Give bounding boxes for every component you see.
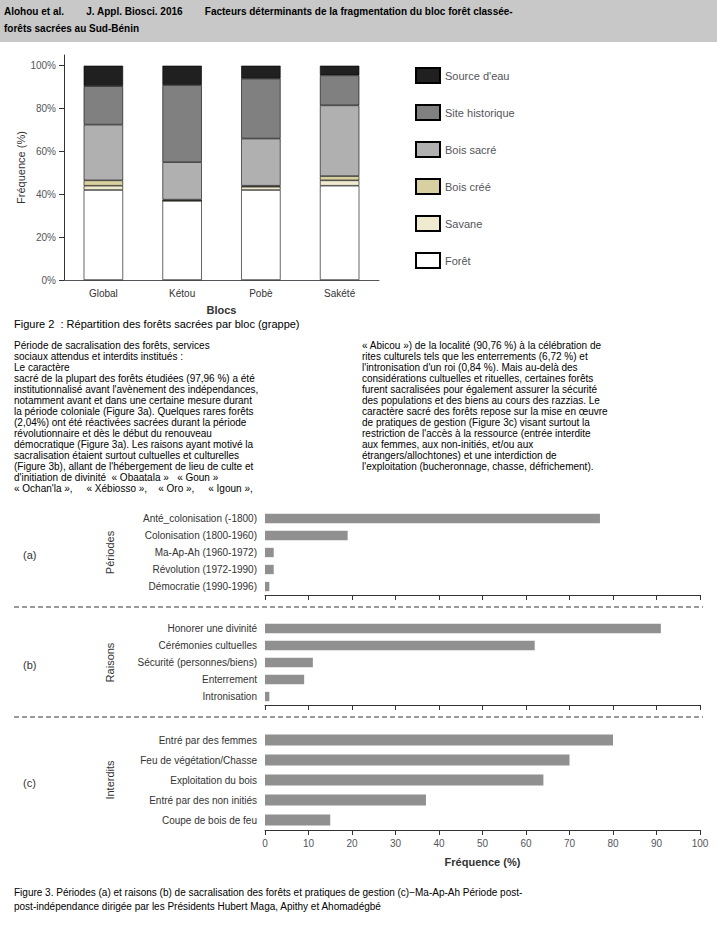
svg-text:forêts sacrées au Sud-Bénin: forêts sacrées au Sud-Bénin — [4, 23, 139, 34]
svg-text:Cérémonies cultuelles: Cérémonies cultuelles — [159, 640, 257, 651]
svg-text:100%: 100% — [30, 60, 56, 71]
svg-text:Période de sacralisation des f: Période de sacralisation des forêts, ser… — [14, 340, 210, 351]
svg-text:20%: 20% — [36, 232, 56, 243]
svg-text:caractère sacré des forêts rep: caractère sacré des forêts repose sur la… — [362, 406, 608, 417]
svg-text:de pratiques de gestion (Figur: de pratiques de gestion (Figure 3c) visa… — [362, 417, 590, 428]
svg-text:0: 0 — [262, 838, 268, 849]
svg-text:Pobè: Pobè — [249, 288, 273, 299]
svg-text:restriction de l'accès à la re: restriction de l'accès à la ressource (e… — [362, 428, 591, 439]
svg-text:furent sacralisées pour égalem: furent sacralisées pour également assure… — [362, 384, 598, 395]
svg-text:la période coloniale (Figure 3: la période coloniale (Figure 3a). Quelqu… — [14, 406, 254, 417]
svg-text:80: 80 — [607, 838, 619, 849]
svg-text:Figure 3. Périodes (a) et rais: Figure 3. Périodes (a) et raisons (b) de… — [14, 887, 522, 898]
svg-text:20: 20 — [346, 838, 358, 849]
svg-text:Entré par des femmes: Entré par des femmes — [159, 735, 257, 746]
svg-text:sacré de la plupart des forêts: sacré de la plupart des forêts étudiées … — [14, 373, 255, 384]
svg-text:Source d'eau: Source d'eau — [445, 70, 509, 82]
svg-text:80%: 80% — [36, 103, 56, 114]
svg-text:(a): (a) — [23, 549, 36, 561]
svg-text:Alohou et al. J. Appl.: Alohou et al. J. Appl. Biosci. 2016 Fact… — [4, 6, 513, 17]
svg-text:50: 50 — [477, 838, 489, 849]
svg-text:Périodes: Périodes — [104, 530, 116, 574]
svg-text:étrangers/allochtones) et une: étrangers/allochtones) et une interdicti… — [362, 450, 557, 461]
svg-text:post-indépendance dirigée par: post-indépendance dirigée par les Présid… — [14, 901, 381, 912]
svg-text:Fréquence (%): Fréquence (%) — [15, 131, 27, 204]
svg-text:Colonisation (1800-1960): Colonisation (1800-1960) — [145, 530, 257, 541]
svg-text:60%: 60% — [36, 146, 56, 157]
svg-text:Ma-Ap-Ah (1960-1972): Ma-Ap-Ah (1960-1972) — [155, 547, 257, 558]
svg-text:Le caractère: Le caractère — [14, 362, 70, 373]
svg-text:d'initiation de divinité « Ob: d'initiation de divinité « Obaatala » « … — [14, 472, 219, 483]
svg-text:Intronisation: Intronisation — [203, 691, 257, 702]
svg-text:Interdits: Interdits — [104, 760, 116, 800]
svg-text:sacralisation étaient surtout: sacralisation étaient surtout cultuelles… — [14, 450, 239, 461]
svg-text:Exploitation du bois: Exploitation du bois — [170, 775, 257, 786]
svg-text:Fréquence (%): Fréquence (%) — [445, 856, 521, 868]
svg-text:30: 30 — [390, 838, 402, 849]
svg-text:Sécurité (personnes/biens): Sécurité (personnes/biens) — [137, 657, 257, 668]
svg-text:(Figure 3b), allant de l'héber: (Figure 3b), allant de l'hébergement de … — [14, 461, 253, 472]
svg-text:90: 90 — [651, 838, 663, 849]
svg-text:Bois créé: Bois créé — [445, 181, 491, 193]
svg-text:Savane: Savane — [445, 218, 482, 230]
svg-text:(b): (b) — [23, 659, 36, 671]
svg-text:Anté_colonisation (-1800): Anté_colonisation (-1800) — [143, 513, 257, 524]
svg-text:40%: 40% — [36, 189, 56, 200]
svg-text:Blocs: Blocs — [207, 304, 237, 316]
svg-text:70: 70 — [564, 838, 576, 849]
svg-text:notamment avant et dans une ce: notamment avant et dans une certaine mes… — [14, 395, 252, 406]
svg-text:60: 60 — [520, 838, 532, 849]
svg-text:Global: Global — [89, 288, 118, 299]
svg-text:Révolution (1972-1990): Révolution (1972-1990) — [152, 564, 257, 575]
svg-text:révolutionnaire et dès le débu: révolutionnaire et dès le début du renou… — [14, 428, 212, 439]
svg-text:Kétou: Kétou — [169, 288, 195, 299]
svg-text:des populations et des biens a: des populations et des biens au cours de… — [362, 395, 600, 406]
svg-text:Sakété: Sakété — [324, 288, 356, 299]
svg-text:aux femmes, aux non-initiés, e: aux femmes, aux non-initiés, et/ou aux — [362, 439, 533, 450]
svg-text:40: 40 — [433, 838, 445, 849]
svg-text:Raisons: Raisons — [104, 642, 116, 682]
svg-text:(2,04%) ont été réactivées sac: (2,04%) ont été réactivées sacrées duran… — [14, 417, 247, 428]
svg-text:Entré par des non initiés: Entré par des non initiés — [149, 795, 257, 806]
svg-text:institutionnalisé avant l'avèn: institutionnalisé avant l'avènement des … — [14, 384, 258, 395]
svg-text:« Ochan'la », « Xébiosso »: « Ochan'la », « Xébiosso », « Oro », « I… — [14, 483, 253, 494]
svg-text:rites culturels tels que les e: rites culturels tels que les enterrement… — [362, 351, 588, 362]
svg-text:Coupe de bois de feu: Coupe de bois de feu — [162, 815, 257, 826]
svg-text:sociaux attendus et interdits: sociaux attendus et interdits institués … — [14, 351, 186, 362]
svg-text:l'exploitation (bucheronnage,: l'exploitation (bucheronnage, chasse, dé… — [362, 461, 594, 472]
svg-text:Figure 2 : Répartition des fo: Figure 2 : Répartition des forêts sacrée… — [14, 318, 300, 330]
svg-text:Enterrement: Enterrement — [202, 674, 257, 685]
svg-text:Forêt: Forêt — [445, 255, 471, 267]
svg-text:considérations cultuelles et r: considérations cultuelles et rituelles, … — [362, 373, 593, 384]
svg-text:l'intronisation d'un roi (0,84: l'intronisation d'un roi (0,84 %). Mais … — [362, 362, 578, 373]
svg-text:démocratique (Figure 3a). Les: démocratique (Figure 3a). Les raisons ay… — [14, 439, 253, 450]
svg-text:Site historique: Site historique — [445, 107, 515, 119]
svg-text:0%: 0% — [42, 275, 57, 286]
svg-text:Bois sacré: Bois sacré — [445, 144, 496, 156]
svg-text:Honorer une divinité: Honorer une divinité — [168, 623, 258, 634]
svg-text:Démocratie (1990-1996): Démocratie (1990-1996) — [149, 581, 257, 592]
svg-text:« Abicou ») de la localité (90: « Abicou ») de la localité (90,76 %) à l… — [362, 340, 601, 351]
svg-text:(c): (c) — [23, 777, 36, 789]
svg-text:100: 100 — [692, 838, 709, 849]
svg-text:10: 10 — [303, 838, 315, 849]
svg-text:Feu de végétation/Chasse: Feu de végétation/Chasse — [140, 755, 257, 766]
